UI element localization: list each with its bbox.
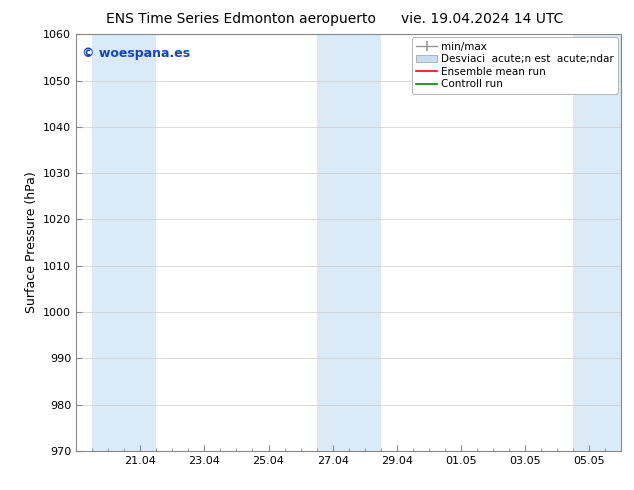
Legend: min/max, Desviaci  acute;n est  acute;ndar, Ensemble mean run, Controll run: min/max, Desviaci acute;n est acute;ndar…	[412, 37, 618, 94]
Y-axis label: Surface Pressure (hPa): Surface Pressure (hPa)	[25, 172, 37, 314]
Text: ENS Time Series Edmonton aeropuerto: ENS Time Series Edmonton aeropuerto	[106, 12, 376, 26]
Bar	[92, 34, 156, 451]
Text: vie. 19.04.2024 14 UTC: vie. 19.04.2024 14 UTC	[401, 12, 563, 26]
Bar	[316, 34, 381, 451]
Bar	[573, 34, 621, 451]
Text: © woespana.es: © woespana.es	[82, 47, 190, 60]
